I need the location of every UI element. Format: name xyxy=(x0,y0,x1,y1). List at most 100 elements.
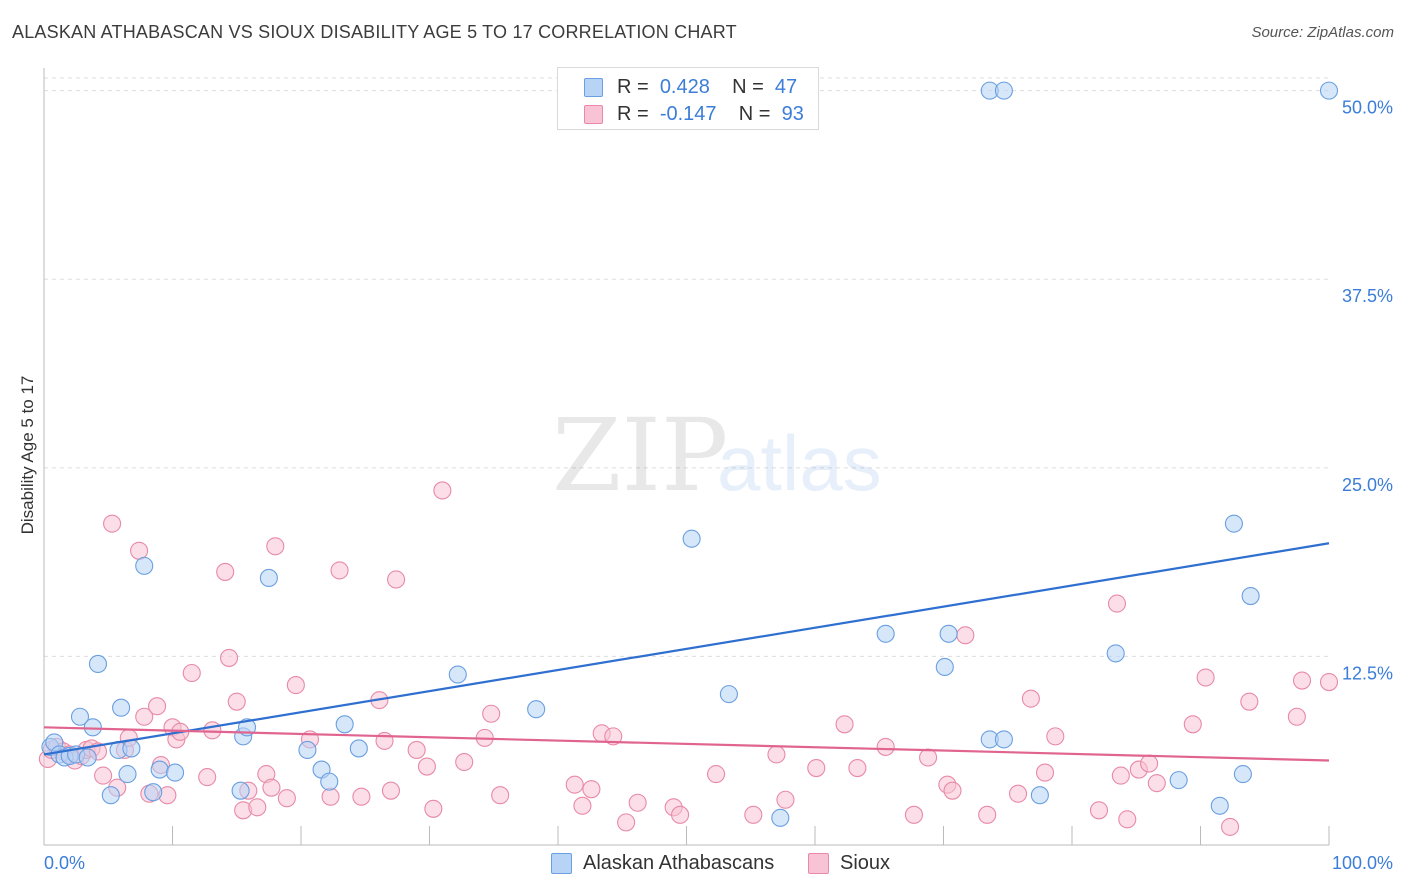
grid-lines xyxy=(44,77,1329,657)
sioux-point xyxy=(482,704,501,723)
legend-r-label: R = xyxy=(617,76,649,98)
legend-swatch-pink xyxy=(584,105,603,124)
axes xyxy=(43,68,1330,846)
athabascan-point xyxy=(144,783,163,802)
athabascan-point xyxy=(335,715,354,734)
athabascan-point xyxy=(527,700,546,719)
sioux-point xyxy=(277,789,296,808)
athabascan-point xyxy=(88,654,108,674)
sioux-point xyxy=(582,780,601,799)
sioux-point xyxy=(573,796,592,815)
sioux-point xyxy=(767,745,786,764)
athabascan-point xyxy=(448,665,467,684)
sioux-point xyxy=(407,740,426,759)
watermark-zip: ZIP xyxy=(552,397,728,514)
athabascan-point xyxy=(1319,81,1339,100)
sioux-point xyxy=(1089,801,1109,820)
athabascan-point xyxy=(1241,587,1260,606)
athabascan-point xyxy=(320,772,339,791)
athabascan-point xyxy=(166,763,185,782)
sioux-point xyxy=(417,757,436,776)
athabascan-point xyxy=(1106,644,1125,663)
athabascan-point xyxy=(349,739,368,758)
sioux-point xyxy=(943,781,962,800)
sioux-point xyxy=(387,570,406,589)
sioux-point xyxy=(182,663,201,683)
x-tick-label: 0.0% xyxy=(44,853,85,873)
legend-r-value: 0.428 xyxy=(659,76,710,98)
sioux-point xyxy=(433,481,452,500)
sioux-point xyxy=(1196,668,1215,687)
athabascan-point xyxy=(118,765,137,784)
sioux-point xyxy=(604,727,623,746)
sioux-point xyxy=(978,805,997,824)
source-credit: Source: ZipAtlas.com xyxy=(1251,24,1394,41)
sioux-point xyxy=(904,805,923,824)
sioux-point xyxy=(835,715,854,734)
athabascan-point xyxy=(231,781,250,800)
legend-swatch-pink xyxy=(808,853,829,874)
athabascan-point xyxy=(994,81,1013,100)
athabascan-point xyxy=(78,748,97,767)
athabascan-point xyxy=(719,685,738,704)
sioux-point xyxy=(248,798,267,817)
athabascan-point xyxy=(150,760,169,779)
sioux-point xyxy=(1292,671,1312,690)
athabascan-point xyxy=(939,624,958,643)
athabascan-trend-line xyxy=(43,542,1330,756)
sioux-point xyxy=(919,748,938,767)
legend-swatch-blue xyxy=(584,78,603,97)
sioux-points xyxy=(38,481,1339,836)
athabascan-point xyxy=(112,698,131,717)
sioux-point xyxy=(1240,692,1259,711)
trend-lines xyxy=(43,542,1330,762)
sioux-point xyxy=(216,562,235,581)
athabascan-point xyxy=(771,808,790,827)
sioux-point xyxy=(330,561,349,580)
sioux-point xyxy=(321,787,340,806)
sioux-point xyxy=(876,737,895,756)
athabascan-point xyxy=(83,718,102,737)
legend-n-label: N = xyxy=(732,76,764,98)
sioux-point xyxy=(266,537,285,556)
athabascan-point xyxy=(298,740,317,759)
y-tick-label: 50.0% xyxy=(1342,98,1393,118)
y-tick-label: 12.5% xyxy=(1342,663,1393,683)
sioux-point xyxy=(1021,689,1040,708)
sioux-point xyxy=(455,752,474,772)
athabascan-point xyxy=(259,568,278,588)
chart-title: ALASKAN ATHABASCAN VS SIOUX DISABILITY A… xyxy=(12,22,737,42)
athabascan-point xyxy=(122,739,141,758)
athabascan-point xyxy=(682,529,701,548)
sioux-point xyxy=(130,541,149,560)
legend-r-label: R = xyxy=(617,103,649,125)
athabascan-point xyxy=(994,730,1013,749)
sioux-point xyxy=(148,697,167,716)
sioux-point xyxy=(1319,673,1339,692)
legend-r-value: -0.147 xyxy=(659,103,717,125)
athabascan-point xyxy=(876,624,895,643)
athabascan-point xyxy=(1030,786,1049,805)
sioux-point xyxy=(1118,810,1137,829)
sioux-point xyxy=(1287,707,1306,726)
sioux-point xyxy=(262,778,281,797)
sioux-point xyxy=(1221,817,1240,836)
sioux-trend-line xyxy=(43,726,1330,762)
sioux-point xyxy=(848,759,867,778)
sioux-point xyxy=(352,787,371,806)
legend-swatch-blue xyxy=(551,853,572,874)
sioux-point xyxy=(1046,727,1065,746)
sioux-point xyxy=(135,707,154,726)
legend-label-sioux: Sioux xyxy=(840,852,891,874)
sioux-point xyxy=(94,766,113,785)
sioux-point xyxy=(1140,754,1159,773)
correlation-legend: R = 0.428 N = 47 R = -0.147 N = 93 xyxy=(557,67,819,130)
legend-label-athabascan: Alaskan Athabascans xyxy=(583,852,775,874)
sioux-point xyxy=(617,813,636,832)
athabascan-point xyxy=(1169,771,1188,790)
athabascan-point xyxy=(101,786,120,805)
x-tick-label: 100.0% xyxy=(1332,853,1393,873)
athabascan-point xyxy=(1233,765,1252,784)
sioux-point xyxy=(776,790,795,809)
